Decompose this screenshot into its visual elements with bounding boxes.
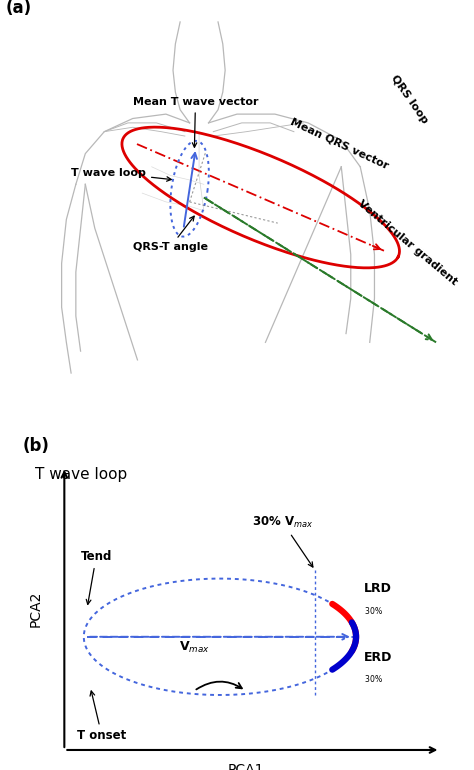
Text: Tend: Tend xyxy=(81,550,112,604)
Text: Ventricular gradient: Ventricular gradient xyxy=(356,199,458,287)
Text: LRD: LRD xyxy=(364,582,392,595)
Text: QRS loop: QRS loop xyxy=(389,73,429,125)
Text: (b): (b) xyxy=(22,437,49,455)
Text: T onset: T onset xyxy=(77,691,127,742)
Text: T wave loop: T wave loop xyxy=(71,168,171,181)
Text: T wave loop: T wave loop xyxy=(35,467,128,482)
Text: V$_{max}$: V$_{max}$ xyxy=(179,641,210,655)
Text: QRS-T angle: QRS-T angle xyxy=(133,216,208,252)
Text: $_{30\%}$: $_{30\%}$ xyxy=(364,674,383,687)
Text: PCA2: PCA2 xyxy=(28,591,42,627)
Text: $_{30\%}$: $_{30\%}$ xyxy=(364,605,383,618)
Text: Mean T wave vector: Mean T wave vector xyxy=(133,97,258,147)
Text: PCA1: PCA1 xyxy=(228,763,264,770)
Text: (a): (a) xyxy=(6,0,32,17)
Text: 30% V$_{max}$: 30% V$_{max}$ xyxy=(252,515,313,567)
Text: ERD: ERD xyxy=(364,651,392,664)
Text: Mean QRS vector: Mean QRS vector xyxy=(289,117,391,171)
